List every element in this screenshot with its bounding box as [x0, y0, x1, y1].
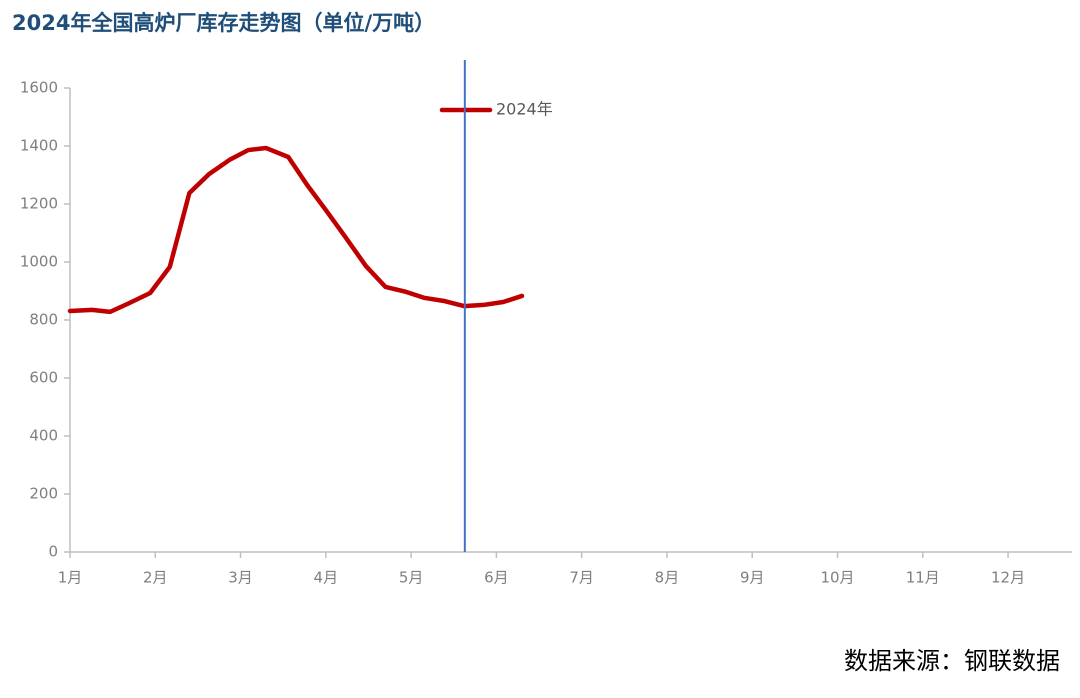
x-tick-label: 11月	[906, 569, 940, 587]
x-tick-label: 4月	[314, 569, 339, 587]
x-tick-label: 12月	[991, 569, 1025, 587]
y-tick-label: 1200	[20, 195, 58, 213]
y-tick-label: 1000	[20, 253, 58, 271]
data-line	[67, 145, 525, 315]
y-tick-label: 1600	[20, 79, 58, 97]
y-tick-label: 600	[29, 369, 58, 387]
x-tick-label: 2月	[143, 569, 168, 587]
x-tick-label: 9月	[740, 569, 765, 587]
x-tick-label: 8月	[655, 569, 680, 587]
x-tick-label: 5月	[399, 569, 424, 587]
y-tick-label: 800	[29, 311, 58, 329]
chart-title: 2024年全国高炉厂库存走势图（单位/万吨）	[12, 11, 435, 35]
legend-label: 2024年	[496, 100, 553, 119]
x-tick-label: 7月	[569, 569, 594, 587]
x-tick-label: 6月	[484, 569, 509, 587]
y-tick-label: 400	[29, 427, 58, 445]
x-tick-label: 3月	[228, 569, 253, 587]
y-tick-label: 0	[48, 543, 58, 561]
x-tick-label: 1月	[58, 569, 83, 587]
source-note: 数据来源：钢联数据	[844, 647, 1060, 675]
x-tick-label: 10月	[820, 569, 854, 587]
y-tick-label: 1400	[20, 137, 58, 155]
y-tick-label: 200	[29, 485, 58, 503]
